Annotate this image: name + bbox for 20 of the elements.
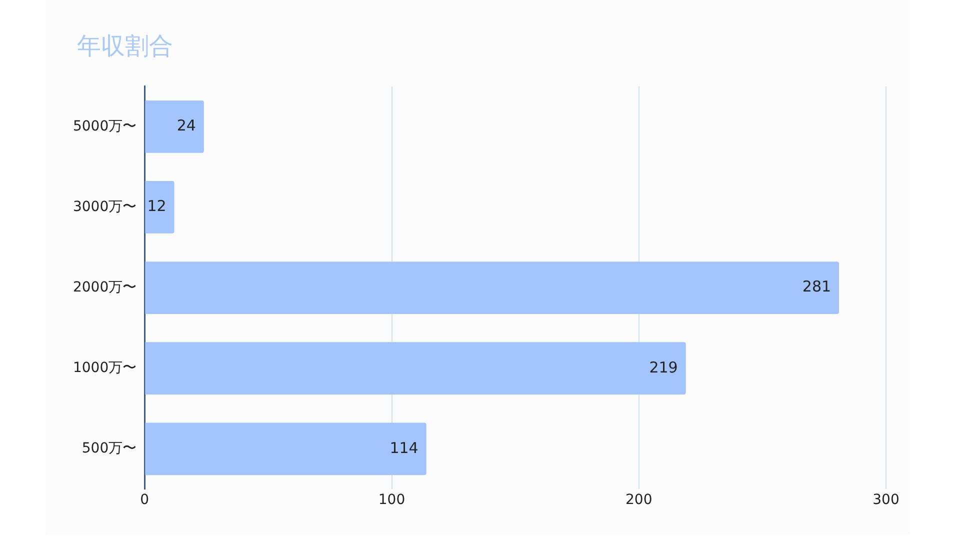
y-tick-label: 3000万〜 xyxy=(72,198,137,215)
y-tick-label: 1000万〜 xyxy=(72,360,137,376)
x-tick-label: 0 xyxy=(140,492,150,508)
bar xyxy=(145,262,840,314)
bar xyxy=(145,181,174,234)
bar xyxy=(145,422,426,476)
data-label: 219 xyxy=(649,358,678,376)
x-tick-label: 300 xyxy=(872,492,900,508)
chart-title: 年収割合 xyxy=(77,31,173,62)
bar xyxy=(145,342,686,395)
data-label: 281 xyxy=(802,278,832,296)
y-tick-label: 5000万〜 xyxy=(72,118,137,134)
y-tick-label: 500万〜 xyxy=(82,440,137,457)
bar xyxy=(145,100,204,153)
data-label: 24 xyxy=(176,116,196,135)
y-tick-label: 2000万〜 xyxy=(72,279,137,296)
data-label: 12 xyxy=(147,197,166,216)
data-label: 114 xyxy=(390,438,418,457)
x-tick-label: 100 xyxy=(378,492,406,508)
x-tick-label: 200 xyxy=(626,492,652,508)
